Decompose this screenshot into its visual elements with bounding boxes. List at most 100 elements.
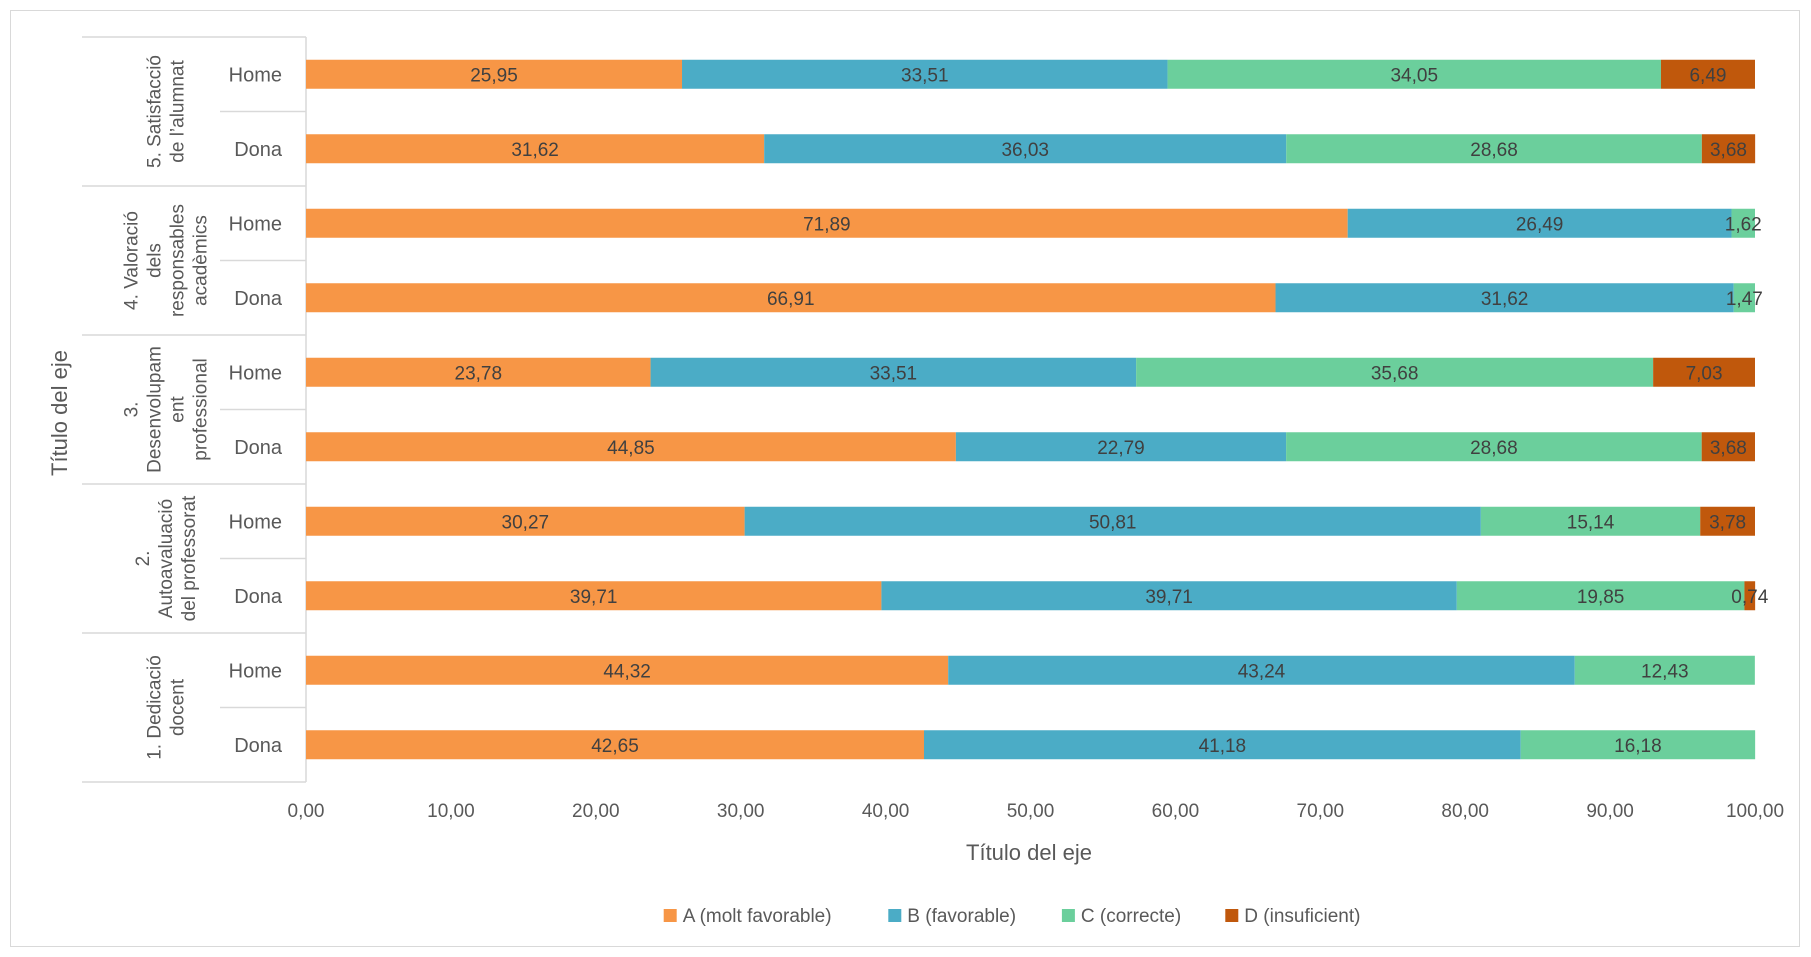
legend-label: A (molt favorable) [683, 906, 832, 927]
data-label: 19,85 [1577, 587, 1625, 608]
bar-segment [1275, 283, 1734, 313]
bar-segment [682, 59, 1168, 89]
legend-label: B (favorable) [907, 906, 1016, 927]
bar-segment [1286, 432, 1702, 462]
bar-segment [955, 432, 1287, 462]
group-label: 1. Dedicació docent [145, 655, 189, 760]
legend: A (molt favorable) B (favorable) C (correc… [663, 906, 1360, 927]
data-label: 50,81 [1089, 512, 1137, 533]
data-label: 31,62 [1481, 289, 1529, 310]
x-tick-labels: 0,00 10,00 20,00 30,00 40,00 50,00 60,00 70,00 8… [288, 801, 1785, 822]
bar-segment [306, 283, 1276, 313]
bar-segment [1653, 357, 1755, 387]
bar-segment [881, 581, 1457, 611]
category-label: Home [229, 362, 282, 384]
bar-segment [1660, 59, 1755, 89]
data-label: 15,14 [1567, 512, 1615, 533]
data-label: 6,49 [1689, 65, 1726, 86]
x-tick-label: 80,00 [1441, 801, 1489, 822]
bar-segment [1701, 134, 1756, 164]
bar-segment [923, 730, 1521, 760]
data-label: 33,51 [901, 65, 949, 86]
bar-segment [1701, 432, 1755, 462]
category-label: Dona [234, 437, 283, 459]
x-tick-label: 90,00 [1586, 801, 1634, 822]
legend-item: A (molt favorable) [663, 906, 832, 927]
legend-swatch [1061, 909, 1075, 922]
bar-segment [948, 655, 1575, 685]
bar-segment [1167, 59, 1661, 89]
x-tick-label: 60,00 [1152, 801, 1200, 822]
legend-swatch [663, 909, 677, 922]
x-tick-label: 30,00 [717, 801, 765, 822]
chart-frame [10, 10, 1800, 947]
data-labels: 25,95 33,51 34,05 6,49 31,62 36,03 28,68 3,68 71… [455, 65, 1769, 757]
x-tick-label: 70,00 [1297, 801, 1345, 822]
legend-swatch [1225, 909, 1239, 922]
data-label: 26,49 [1516, 214, 1564, 235]
group-label: 3. Desenvolupam ent professional [122, 346, 212, 473]
bar-segment [306, 655, 949, 685]
data-label: 42,65 [591, 736, 639, 757]
y-axis-title: Título del eje [47, 350, 72, 476]
bar-segment [306, 134, 765, 164]
bar-segment [1700, 506, 1755, 536]
legend-item: C (correcte) [1061, 906, 1181, 927]
bar-segment [1480, 506, 1701, 536]
x-tick-label: 100,00 [1726, 801, 1784, 822]
category-label: Dona [234, 139, 283, 161]
data-label: 25,95 [470, 65, 518, 86]
data-label: 39,71 [1145, 587, 1193, 608]
bar-segment [306, 357, 651, 387]
data-label: 39,71 [570, 587, 618, 608]
data-label: 34,05 [1390, 65, 1438, 86]
data-label: 3,68 [1710, 438, 1747, 459]
x-tick-label: 40,00 [862, 801, 910, 822]
x-tick-label: 10,00 [427, 801, 475, 822]
category-label: Dona [234, 586, 283, 608]
data-label: 71,89 [803, 214, 851, 235]
bar-segment [744, 506, 1481, 536]
bar-segment [306, 730, 924, 760]
data-label: 0,74 [1731, 587, 1768, 608]
data-label: 43,24 [1238, 661, 1286, 682]
data-label: 33,51 [870, 363, 918, 384]
bar-segment [1136, 357, 1654, 387]
group-label: 2. Autoavaluació del professorat [133, 495, 200, 621]
group-labels: 5. Satisfacció de l’alumnat 4. Valoració de… [122, 55, 212, 760]
data-label: 31,62 [511, 140, 559, 161]
category-label: Home [229, 660, 282, 682]
data-label: 12,43 [1641, 661, 1689, 682]
data-label: 28,68 [1470, 438, 1518, 459]
legend-label: C (correcte) [1081, 906, 1181, 927]
data-label: 3,78 [1709, 512, 1746, 533]
bar-segment [1347, 208, 1732, 238]
category-label: Home [229, 213, 282, 235]
data-label: 7,03 [1686, 363, 1723, 384]
bars [306, 59, 1756, 760]
bar-segment [1744, 581, 1756, 611]
x-tick-label: 50,00 [1007, 801, 1055, 822]
data-label: 28,68 [1470, 140, 1518, 161]
x-tick-label: 20,00 [572, 801, 620, 822]
category-label: Dona [234, 735, 283, 757]
legend-item: B (favorable) [888, 906, 1016, 927]
bar-segment [1574, 655, 1755, 685]
data-label: 23,78 [455, 363, 503, 384]
bar-segment [1733, 283, 1755, 313]
data-label: 1,62 [1725, 214, 1762, 235]
data-label: 44,32 [603, 661, 651, 682]
bar-segment [650, 357, 1137, 387]
data-label: 1,47 [1726, 289, 1763, 310]
x-axis-title: Título del eje [966, 840, 1092, 865]
bar-segment [1520, 730, 1756, 760]
bar-segment [306, 506, 745, 536]
data-label: 35,68 [1371, 363, 1419, 384]
bar-segment [306, 581, 882, 611]
category-labels: Home Dona Home Dona Home Dona Home Dona Home Dona [229, 64, 283, 757]
category-label: Dona [234, 288, 283, 310]
bar-segment [306, 208, 1348, 238]
data-label: 30,27 [502, 512, 550, 533]
bar-segment [1286, 134, 1702, 164]
